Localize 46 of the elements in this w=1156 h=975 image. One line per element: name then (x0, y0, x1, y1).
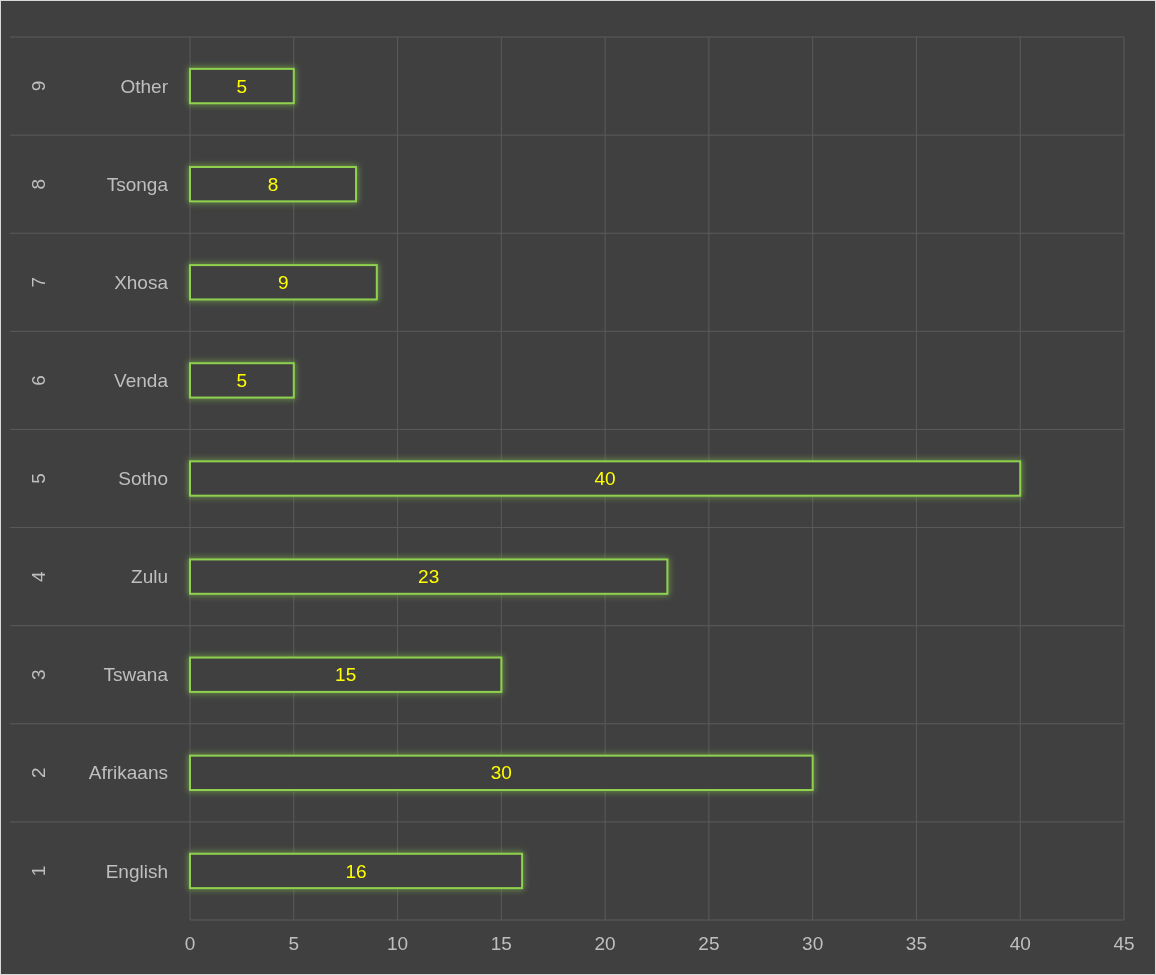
text: 4 (27, 570, 49, 582)
y-tick-label: Tsonga (106, 173, 169, 195)
text: 2 (27, 767, 49, 779)
data-label: 40 (594, 468, 616, 490)
x-tick-label: 10 (386, 933, 409, 954)
data-label: 30 (490, 762, 512, 784)
text: 7 (27, 276, 49, 288)
x-tick-label: 30 (802, 933, 824, 954)
y-tick-label: Tswana (103, 664, 169, 686)
x-tick-label: 40 (1009, 933, 1031, 954)
bar (189, 264, 378, 301)
x-tick-label: 45 (1113, 933, 1135, 954)
x-tick-label: 15 (490, 933, 512, 954)
bar (189, 67, 295, 105)
data-label: 15 (335, 664, 357, 686)
x-tick-label: 5 (288, 933, 300, 954)
text: 1 (27, 865, 49, 877)
x-tick-label: 35 (905, 933, 928, 954)
data-label: 16 (345, 860, 367, 882)
y-tick-label: Afrikaans (88, 762, 168, 784)
y-tick-label: English (105, 860, 168, 882)
y-tick-label: Venda (114, 370, 169, 392)
bar (189, 166, 358, 203)
bar (189, 362, 295, 399)
text: 6 (27, 375, 49, 386)
y-tick-label: Sotho (118, 468, 168, 490)
bar (189, 558, 669, 595)
text: 5 (27, 473, 49, 484)
bar (189, 656, 503, 693)
bar (189, 754, 814, 791)
y-tick-label: Other (120, 75, 169, 97)
y-tick-label: Xhosa (114, 271, 169, 293)
y-tick-label: Zulu (131, 566, 168, 588)
x-tick-label: 25 (698, 933, 720, 954)
data-label: 23 (418, 566, 440, 588)
data-label: 8 (267, 173, 279, 195)
data-label: 9 (278, 271, 289, 293)
x-tick-label: 0 (184, 933, 196, 954)
x-tick-label: 20 (594, 933, 616, 954)
data-label: 5 (236, 370, 248, 392)
bar (189, 852, 524, 890)
data-label: 5 (236, 75, 248, 97)
bar (189, 460, 1022, 497)
text: 9 (27, 80, 49, 92)
text: 8 (27, 178, 49, 190)
text: 3 (27, 669, 49, 681)
